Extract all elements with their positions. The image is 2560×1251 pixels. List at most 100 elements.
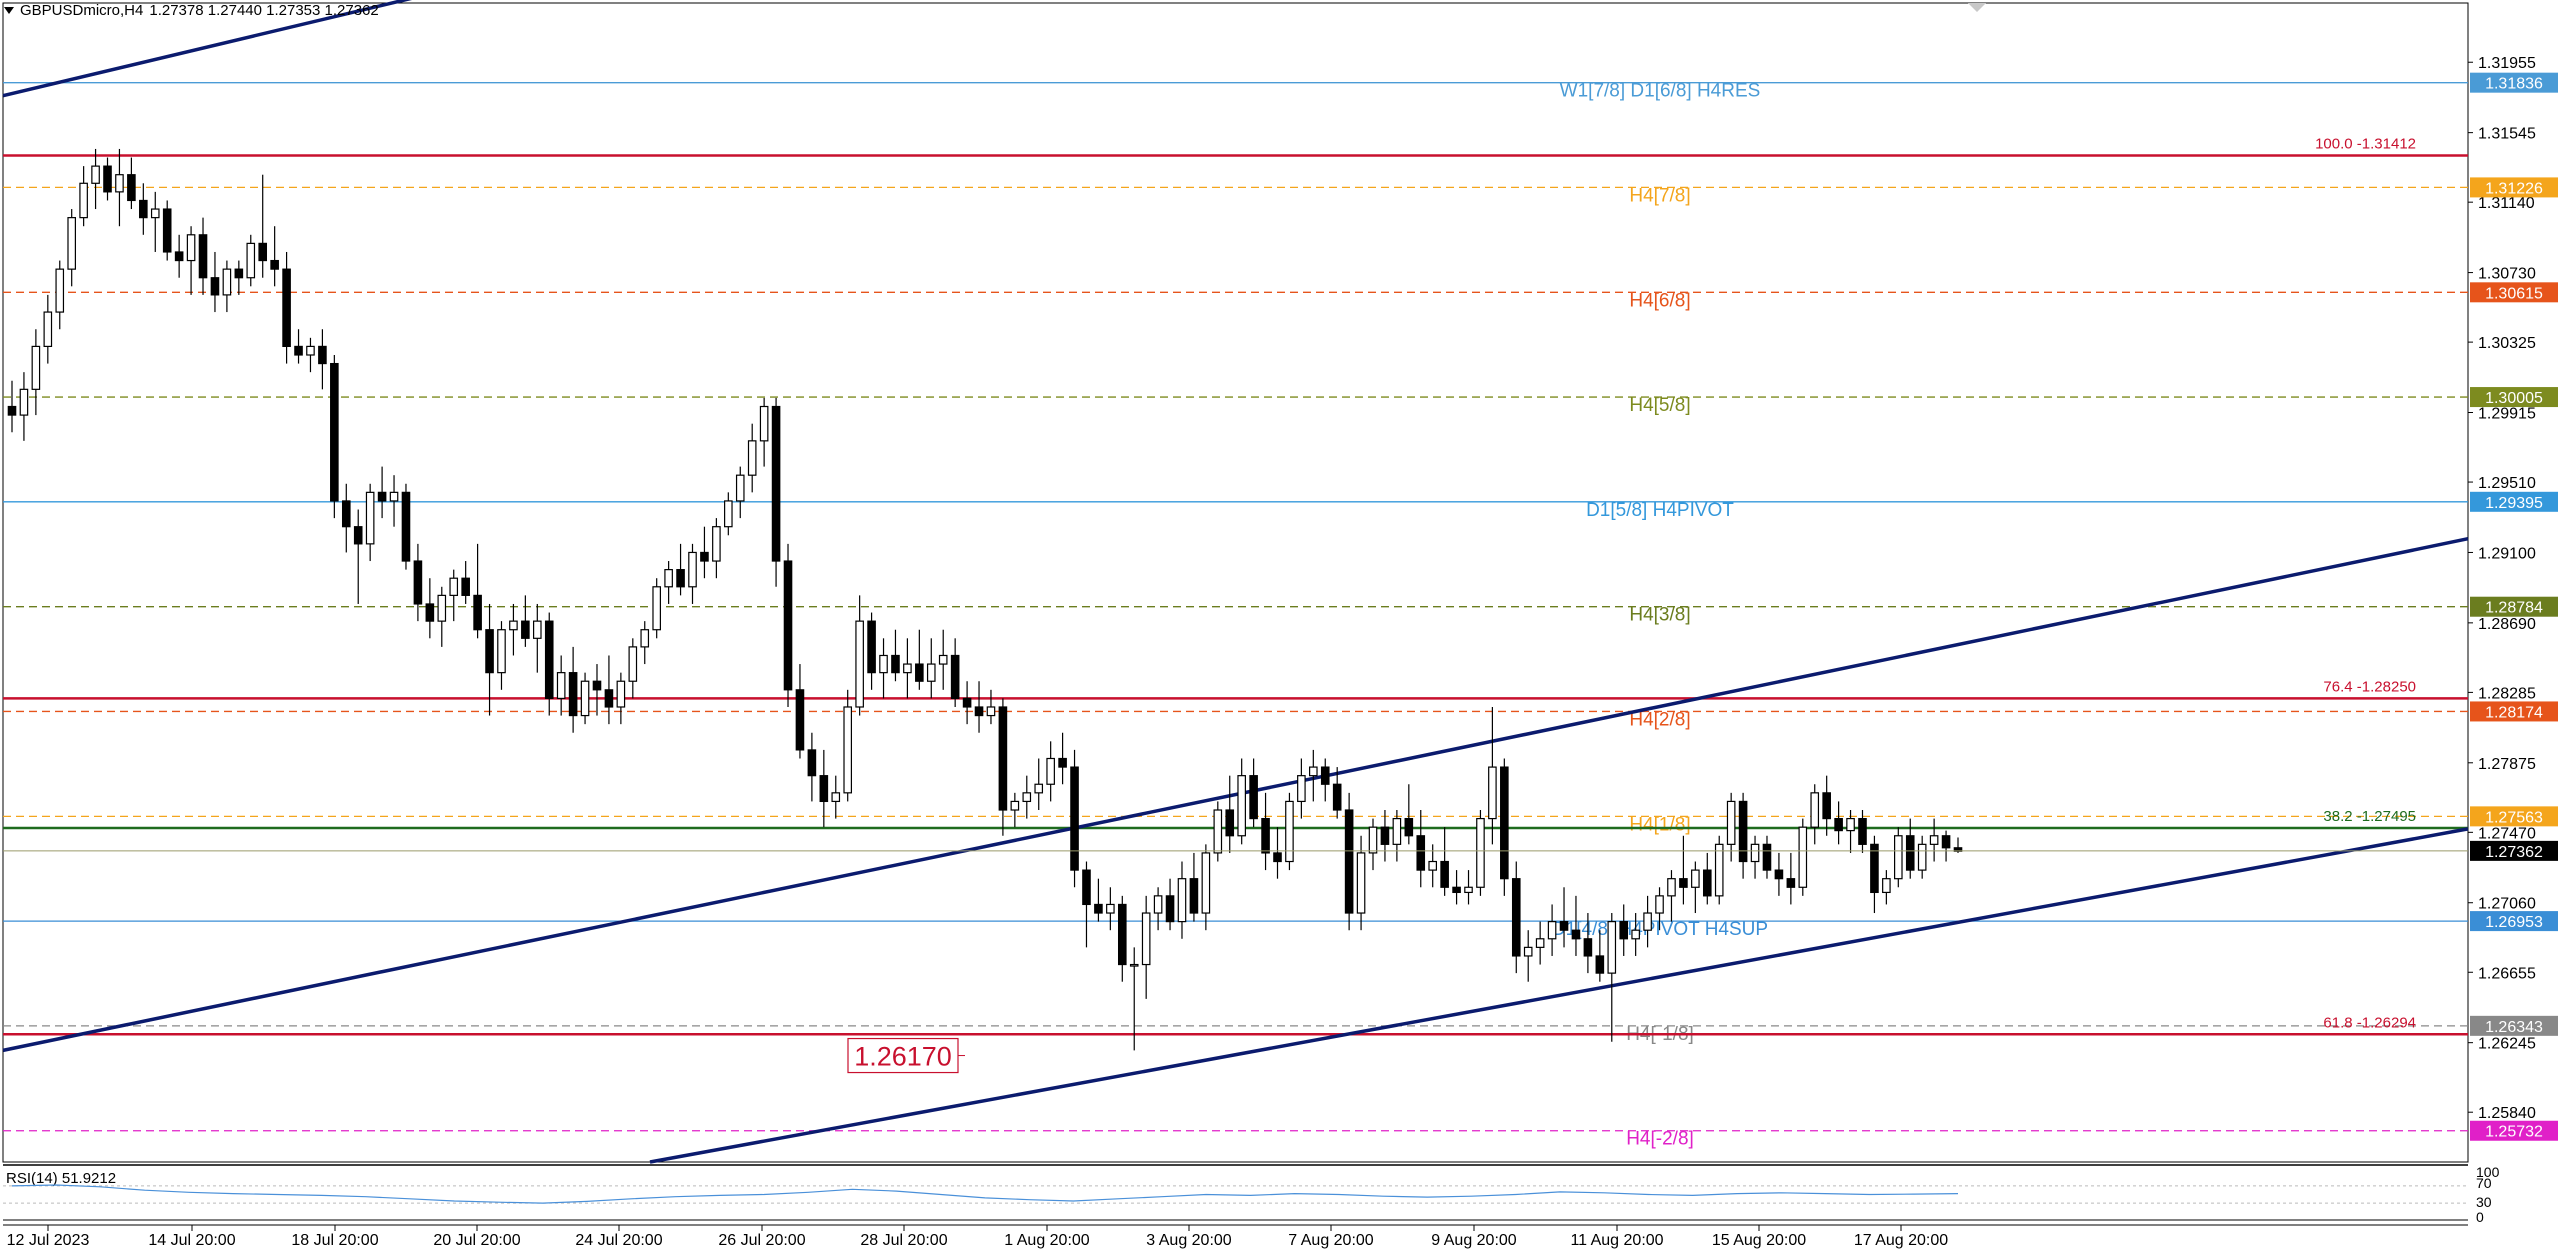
fib-level-label: 38.2 -1.27495: [2323, 808, 2416, 825]
candle-bear: [1595, 955, 1605, 974]
rsi-tick-label: 70: [2476, 1175, 2492, 1191]
symbol-label: GBPUSDmicro,H4: [20, 2, 144, 19]
candle-bull: [1285, 800, 1294, 863]
candle-bull: [1309, 766, 1318, 777]
plot-frame: [2, 2, 2469, 1163]
candle-bull: [879, 654, 888, 674]
candle-bull: [1643, 912, 1652, 931]
price-tick-label: 1.27060: [2478, 896, 2536, 913]
price-tick-label: 1.31955: [2478, 55, 2536, 72]
price-tick-label: 1.26655: [2478, 965, 2536, 982]
time-tick-label: 20 Jul 20:00: [433, 1232, 520, 1249]
candle-bear: [461, 577, 470, 596]
candle-bull: [759, 405, 769, 442]
candle-bull: [1034, 783, 1044, 794]
price-badge-label: 1.31226: [2485, 180, 2543, 197]
time-tick-label: 11 Aug 20:00: [1570, 1232, 1663, 1249]
price-badge: [2470, 1120, 2558, 1141]
candle-bull: [1726, 800, 1736, 845]
candle-bear: [1870, 843, 1879, 894]
price-badge-label: 1.28174: [2485, 704, 2543, 721]
candle-bear: [1261, 817, 1270, 854]
price-badge: [2470, 177, 2558, 198]
candle-bear: [700, 551, 709, 562]
candle-bear: [962, 697, 972, 708]
rsi-line: [11, 1184, 1959, 1204]
candle-bull: [712, 526, 721, 562]
candle-bull: [724, 500, 733, 528]
rsi-tick-label: 100: [2476, 1164, 2500, 1180]
candle-bear: [1941, 835, 1951, 849]
candle-bull: [509, 620, 518, 631]
candle-bear: [819, 775, 829, 803]
time-tick-label: 15 Aug 20:00: [1712, 1232, 1806, 1249]
candle-bull: [186, 234, 196, 262]
candle-bear: [198, 234, 208, 279]
candle-bull: [222, 268, 232, 296]
candle-bear: [1702, 869, 1712, 897]
fib-level-label: 100.0 -1.31412: [2315, 135, 2416, 152]
murrey-level-label: H4[-2/8]: [1626, 1129, 1694, 1150]
price-tick-label: 1.27875: [2478, 756, 2536, 773]
candle-bear: [473, 594, 482, 631]
candle-bull: [497, 629, 506, 674]
candle-bear: [867, 620, 876, 674]
candle-bear: [1834, 817, 1843, 832]
candle-bull: [1655, 895, 1664, 914]
price-badge: [2470, 72, 2558, 93]
murrey-level-label: W1[7/8] D1[6/8] H4RES: [1560, 81, 1761, 102]
candle-bear: [1344, 809, 1354, 914]
price-badge: [2470, 806, 2558, 827]
candle-bull: [365, 491, 375, 545]
candle-bear: [294, 345, 303, 356]
candle-bull: [1010, 800, 1020, 811]
candle-bear: [1452, 886, 1461, 894]
price-badge: [2470, 387, 2558, 408]
candle-bear: [1404, 817, 1414, 837]
fib-level-label: 61.8 -1.26294: [2323, 1014, 2416, 1031]
candle-bear: [1332, 783, 1342, 811]
price-badge-label: 1.25732: [2485, 1124, 2543, 1141]
candle-bear: [998, 706, 1008, 811]
candle-bear: [330, 362, 339, 502]
candle-bear: [425, 603, 435, 622]
candle-bull: [1392, 817, 1402, 845]
candle-bull: [580, 680, 590, 717]
price-badge: [2470, 1015, 2558, 1036]
price-badge: [2470, 596, 2558, 617]
price-badge-label: 1.26343: [2485, 1019, 2543, 1036]
price-tick-label: 1.29100: [2478, 545, 2536, 562]
candle-bear: [413, 560, 423, 605]
candle-bull: [1750, 843, 1760, 863]
collapse-triangle-icon[interactable]: [4, 7, 14, 14]
candle-bull: [640, 629, 650, 648]
candle-bull: [628, 646, 638, 682]
candle-bear: [1774, 869, 1784, 880]
price-tick-label: 1.25840: [2478, 1105, 2536, 1122]
candle-bull: [1213, 809, 1223, 854]
candle-bull: [843, 706, 853, 794]
candle-bear: [676, 569, 685, 588]
fib-level-label: 76.4 -1.28250: [2323, 678, 2416, 695]
candle-bull: [855, 620, 864, 708]
candle-bear: [341, 500, 351, 528]
candle-bear: [1500, 766, 1509, 880]
candle-bull: [1177, 878, 1187, 923]
rsi-label: RSI(14) 51.9212: [6, 1170, 116, 1187]
murrey-level-label: H4[1/8]: [1629, 814, 1690, 835]
candle-bear: [1822, 792, 1831, 820]
time-tick-label: 14 Jul 20:00: [148, 1232, 235, 1249]
price-badge: [2470, 911, 2558, 932]
candle-bull: [616, 680, 626, 708]
candle-bear: [377, 491, 387, 502]
candle-bear: [568, 672, 578, 717]
candle-bear: [1380, 826, 1390, 845]
ohlc-readout: 1.27378 1.27440 1.27353 1.27362: [149, 2, 379, 19]
price-badge-label: 1.30615: [2485, 285, 2543, 302]
price-badge-label: 1.31836: [2485, 76, 2543, 93]
candle-bear: [1165, 895, 1175, 923]
candle-bull: [1607, 921, 1617, 974]
price-tick-label: 1.30730: [2478, 266, 2536, 283]
candle-bear: [258, 242, 268, 262]
